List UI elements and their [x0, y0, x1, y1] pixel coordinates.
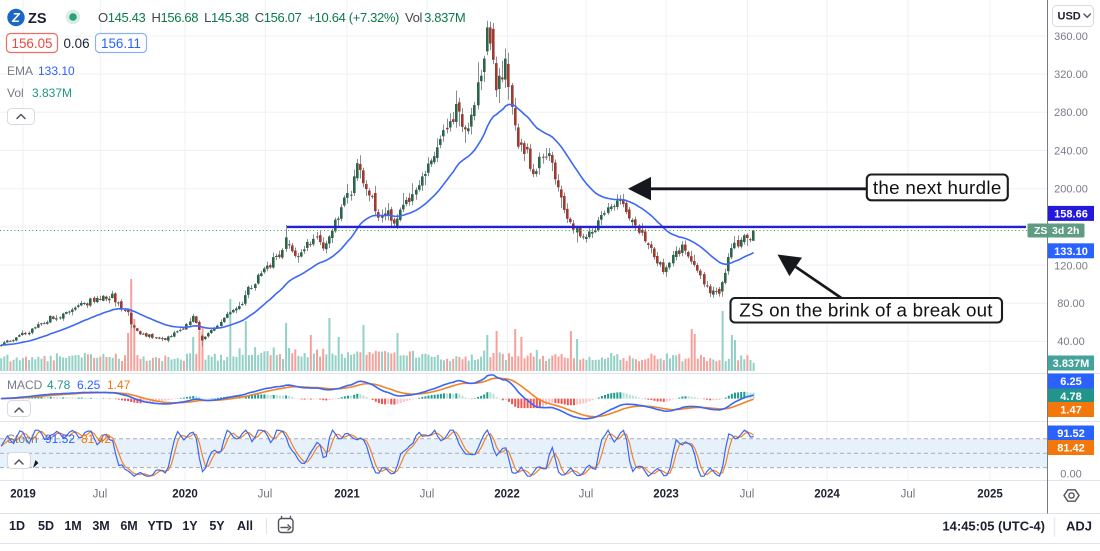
svg-text:200.00: 200.00 [1054, 184, 1088, 196]
svg-text:133.10: 133.10 [1054, 246, 1088, 258]
svg-text:3M: 3M [92, 519, 109, 533]
svg-text:ZS: ZS [1034, 225, 1047, 237]
svg-text:4.78: 4.78 [47, 378, 71, 392]
svg-text:1D: 1D [9, 519, 25, 533]
svg-text:280.00: 280.00 [1054, 107, 1088, 119]
svg-text:360.00: 360.00 [1054, 31, 1088, 43]
svg-text:2024: 2024 [814, 489, 840, 501]
svg-text:Stoch: Stoch [7, 432, 38, 446]
svg-text:ZS on the brink of a break out: ZS on the brink of a break out [739, 300, 993, 321]
svg-text:USD: USD [1058, 11, 1081, 23]
svg-text:3d 2h: 3d 2h [1052, 225, 1079, 237]
svg-text:YTD: YTD [148, 519, 173, 533]
svg-text:6.25: 6.25 [77, 378, 101, 392]
svg-text:2023: 2023 [653, 489, 679, 501]
svg-text:81.42: 81.42 [81, 432, 111, 446]
svg-text:120.00: 120.00 [1054, 261, 1088, 273]
svg-text:14:45:05 (UTC-4): 14:45:05 (UTC-4) [942, 519, 1045, 534]
svg-text:91.52: 91.52 [45, 432, 75, 446]
svg-text:2020: 2020 [172, 489, 198, 501]
svg-text:ZS: ZS [28, 11, 47, 27]
svg-text:the next hurdle: the next hurdle [873, 177, 1002, 198]
svg-text:156.11: 156.11 [101, 36, 141, 51]
svg-text:Jul: Jul [579, 489, 594, 501]
svg-text:80.00: 80.00 [1057, 298, 1085, 310]
svg-text:MACD: MACD [7, 378, 43, 392]
svg-text:Jul: Jul [901, 489, 916, 501]
svg-text:5D: 5D [38, 519, 54, 533]
svg-text:91.52: 91.52 [1057, 428, 1085, 440]
svg-text:1.47: 1.47 [107, 378, 131, 392]
svg-text:6M: 6M [120, 519, 137, 533]
svg-text:Jul: Jul [93, 489, 108, 501]
svg-text:4.78: 4.78 [1060, 391, 1081, 403]
svg-text:2025: 2025 [977, 489, 1003, 501]
svg-text:All: All [237, 519, 253, 533]
svg-text:158.66: 158.66 [1054, 208, 1088, 220]
svg-text:2019: 2019 [10, 489, 36, 501]
svg-text:1M: 1M [64, 519, 81, 533]
svg-text:EMA: EMA [7, 64, 33, 78]
svg-text:240.00: 240.00 [1054, 145, 1088, 157]
svg-text:156.05: 156.05 [12, 36, 53, 51]
svg-text:320.00: 320.00 [1054, 69, 1088, 81]
svg-text:Jul: Jul [420, 489, 435, 501]
svg-text:Jul: Jul [258, 489, 273, 501]
svg-text:0.06: 0.06 [63, 36, 89, 51]
svg-text:Jul: Jul [740, 489, 755, 501]
svg-text:3.837M: 3.837M [1053, 358, 1090, 370]
svg-text:6.25: 6.25 [1060, 376, 1081, 388]
svg-text:ADJ: ADJ [1066, 519, 1092, 534]
svg-text:1.47: 1.47 [1060, 405, 1081, 417]
svg-text:81.42: 81.42 [1057, 443, 1085, 455]
svg-text:3.837M: 3.837M [32, 86, 72, 100]
svg-text:Z: Z [11, 11, 21, 25]
svg-text:40.00: 40.00 [1057, 336, 1085, 348]
svg-text:0.00: 0.00 [1060, 469, 1081, 481]
svg-text:1Y: 1Y [182, 519, 198, 533]
svg-text:2022: 2022 [494, 489, 520, 501]
svg-text:Vol: Vol [7, 86, 24, 100]
svg-text:133.10: 133.10 [38, 64, 75, 78]
svg-text:5Y: 5Y [209, 519, 225, 533]
svg-text:2021: 2021 [334, 489, 360, 501]
